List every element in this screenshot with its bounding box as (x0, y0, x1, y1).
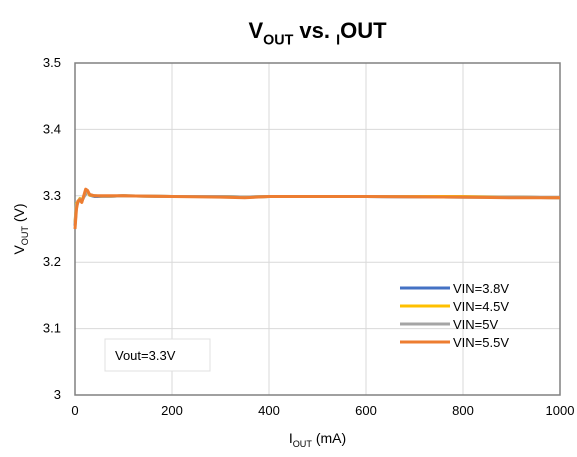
chart-title-part: vs. (293, 18, 336, 43)
chart-title-part: V (248, 18, 263, 43)
y-tick-label: 3.4 (43, 121, 61, 136)
legend-label: VIN=5.5V (453, 335, 509, 350)
chart-title-part: OUT (340, 18, 387, 43)
y-axis-label-part: OUT (20, 226, 30, 246)
x-axis-label-part: OUT (293, 439, 313, 449)
annotation-box (104, 338, 211, 372)
legend-label: VIN=4.5V (453, 299, 509, 314)
y-tick-label: 3.5 (43, 55, 61, 70)
x-tick-label: 600 (355, 403, 377, 418)
y-axis-label-part: V (11, 245, 27, 255)
x-axis-label-part: (mA) (312, 430, 346, 446)
y-axis-label: VOUT (V) (11, 203, 30, 254)
chart-title: VOUT vs. IOUT (248, 18, 387, 49)
y-tick-label: 3.3 (43, 188, 61, 203)
x-tick-label: 800 (452, 403, 474, 418)
chart-title-part: I (336, 33, 340, 49)
y-tick-label: 3.2 (43, 254, 61, 269)
legend-label: VIN=5V (453, 317, 498, 332)
x-tick-label: 200 (161, 403, 183, 418)
x-tick-label: 1000 (546, 403, 575, 418)
chart-title-part: OUT (263, 33, 293, 49)
legend-label: VIN=3.8V (453, 281, 509, 296)
y-tick-label: 3.1 (43, 321, 61, 336)
y-axis-label-part: (V) (11, 203, 27, 226)
x-axis-label-part: I (289, 430, 293, 446)
x-axis-label: IOUT (mA) (289, 430, 346, 449)
x-tick-label: 400 (258, 403, 280, 418)
x-tick-label: 0 (71, 403, 78, 418)
annotation: Vout=3.3V (115, 348, 176, 363)
series-line (73, 187, 560, 230)
y-tick-label: 3 (54, 387, 61, 402)
